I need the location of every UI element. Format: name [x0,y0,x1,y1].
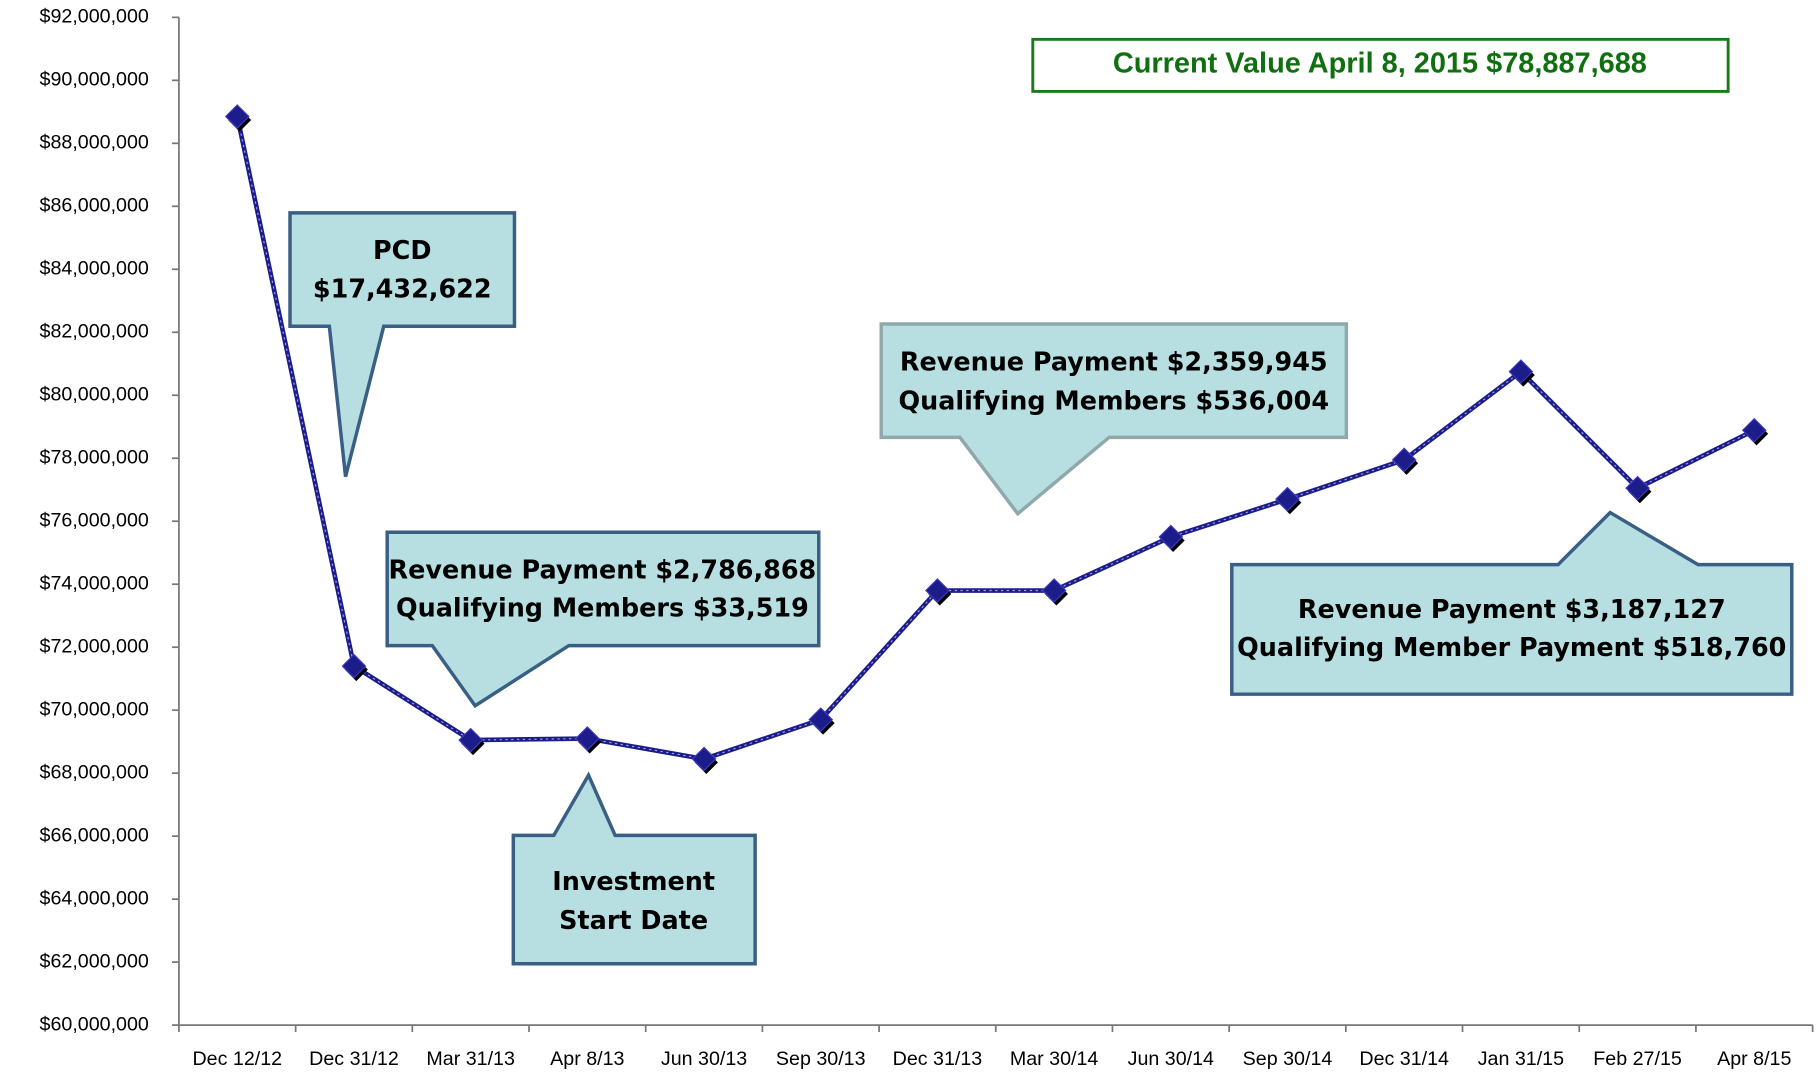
marker [1625,475,1650,501]
callout-text: Revenue Payment $2,786,868 [389,556,817,586]
callout-text: Investment [552,867,715,897]
y-tick-label: $70,000,000 [40,698,149,720]
marker [341,653,367,679]
marker [574,726,600,751]
callout-text: Qualifying Member Payment $518,760 [1237,633,1786,663]
y-tick-label: $80,000,000 [40,383,149,405]
callout-text: Start Date [559,906,708,936]
x-tick-label: Jun 30/14 [1128,1048,1214,1070]
callout [1230,510,1794,696]
x-tick-label: Dec 31/14 [1359,1048,1449,1070]
y-tick-label: $82,000,000 [40,320,149,342]
y-tick-label: $66,000,000 [40,824,149,846]
x-tick-label: Jan 31/15 [1478,1048,1564,1070]
marker [1391,447,1417,473]
marker [925,578,950,603]
marker [808,707,834,733]
y-tick-label: $86,000,000 [40,194,149,216]
callout-text: Revenue Payment $3,187,127 [1298,595,1726,625]
x-tick-label: Dec 31/13 [893,1048,983,1070]
x-tick-label: Dec 12/12 [192,1048,282,1070]
y-tick-label: $62,000,000 [40,950,149,972]
marker [224,104,250,129]
y-tick-label: $64,000,000 [40,887,149,909]
callout-text: Revenue Payment $2,359,945 [900,347,1328,377]
x-tick-label: Mar 31/13 [426,1048,515,1070]
callout-text: PCD [373,236,431,266]
marker [1508,359,1534,385]
headline: Current Value April 8, 2015 $78,887,688 [1113,47,1647,79]
callout-text: Qualifying Members $33,519 [396,594,809,624]
x-tick-label: Sep 30/14 [1243,1048,1333,1070]
callout [511,771,757,966]
marker [1158,524,1184,550]
y-tick-label: $78,000,000 [40,446,149,468]
x-tick-label: Dec 31/12 [309,1048,399,1070]
x-tick-label: Jun 30/13 [661,1048,747,1070]
y-tick-label: $92,000,000 [40,6,149,28]
marker [1741,417,1767,443]
callout [879,322,1349,517]
x-tick-label: Apr 8/15 [1717,1048,1791,1070]
callout [288,211,517,478]
x-tick-label: Sep 30/13 [776,1048,866,1070]
callout-text: $17,432,622 [313,274,492,304]
y-tick-label: $72,000,000 [40,635,149,657]
marker [1041,578,1067,603]
marker [1275,486,1300,512]
x-tick-label: Mar 30/14 [1010,1048,1099,1070]
marker [458,727,484,753]
line-highlight [236,116,1755,760]
y-tick-label: $76,000,000 [40,509,149,531]
x-tick-label: Feb 27/15 [1593,1048,1682,1070]
y-tick-label: $90,000,000 [40,69,149,91]
headline-box [1031,37,1730,93]
y-tick-label: $74,000,000 [40,572,149,594]
y-tick-label: $60,000,000 [40,1013,149,1035]
x-tick-label: Apr 8/13 [550,1048,624,1070]
y-tick-label: $84,000,000 [40,257,149,279]
callout [385,530,821,709]
y-tick-label: $68,000,000 [40,761,149,783]
callout-text: Qualifying Members $536,004 [899,387,1330,417]
marker [691,746,717,772]
y-tick-label: $88,000,000 [40,132,149,154]
